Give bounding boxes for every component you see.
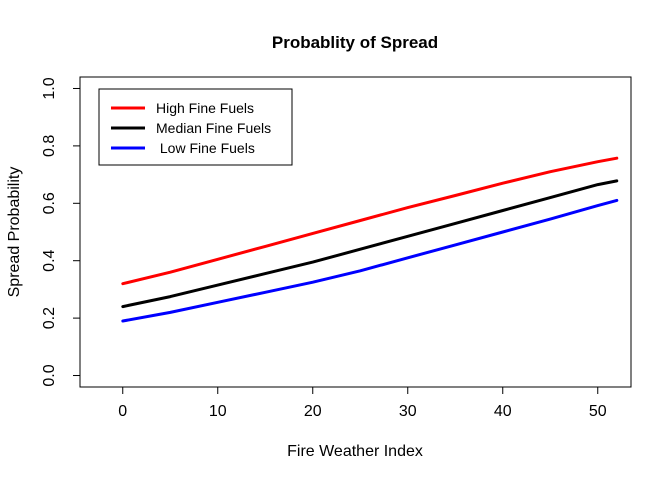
y-tick-label: 0.0 — [41, 364, 58, 386]
y-axis: 0.0 0.2 0.4 0.6 0.8 1.0 — [41, 77, 81, 387]
series-layer — [121, 156, 619, 323]
x-tick-label: 30 — [399, 403, 417, 420]
series-line-median-fine-fuels — [121, 179, 619, 309]
y-tick-label: 0.8 — [41, 135, 58, 157]
legend-label: High Fine Fuels — [156, 100, 254, 116]
series-line-low-fine-fuels — [121, 198, 619, 323]
x-tick-label: 10 — [209, 403, 227, 420]
legend-label: Low Fine Fuels — [156, 140, 255, 156]
x-tick-label: 0 — [118, 403, 127, 420]
chart-title: Probablity of Spread — [272, 33, 438, 52]
x-axis: 0 10 20 30 40 50 — [118, 386, 607, 420]
series-line-high-fine-fuels — [121, 156, 619, 286]
legend: High Fine Fuels Median Fine Fuels Low Fin… — [98, 88, 293, 166]
x-tick-label: 40 — [494, 403, 512, 420]
legend-label: Median Fine Fuels — [156, 120, 271, 136]
y-tick-label: 1.0 — [41, 77, 58, 99]
x-tick-label: 20 — [304, 403, 322, 420]
y-tick-label: 0.6 — [41, 192, 58, 214]
x-tick-label: 50 — [589, 403, 607, 420]
y-tick-label: 0.4 — [41, 249, 58, 271]
y-tick-label: 0.2 — [41, 307, 58, 329]
y-axis-label: Spread Probability — [6, 167, 23, 298]
x-axis-label: Fire Weather Index — [287, 443, 423, 460]
